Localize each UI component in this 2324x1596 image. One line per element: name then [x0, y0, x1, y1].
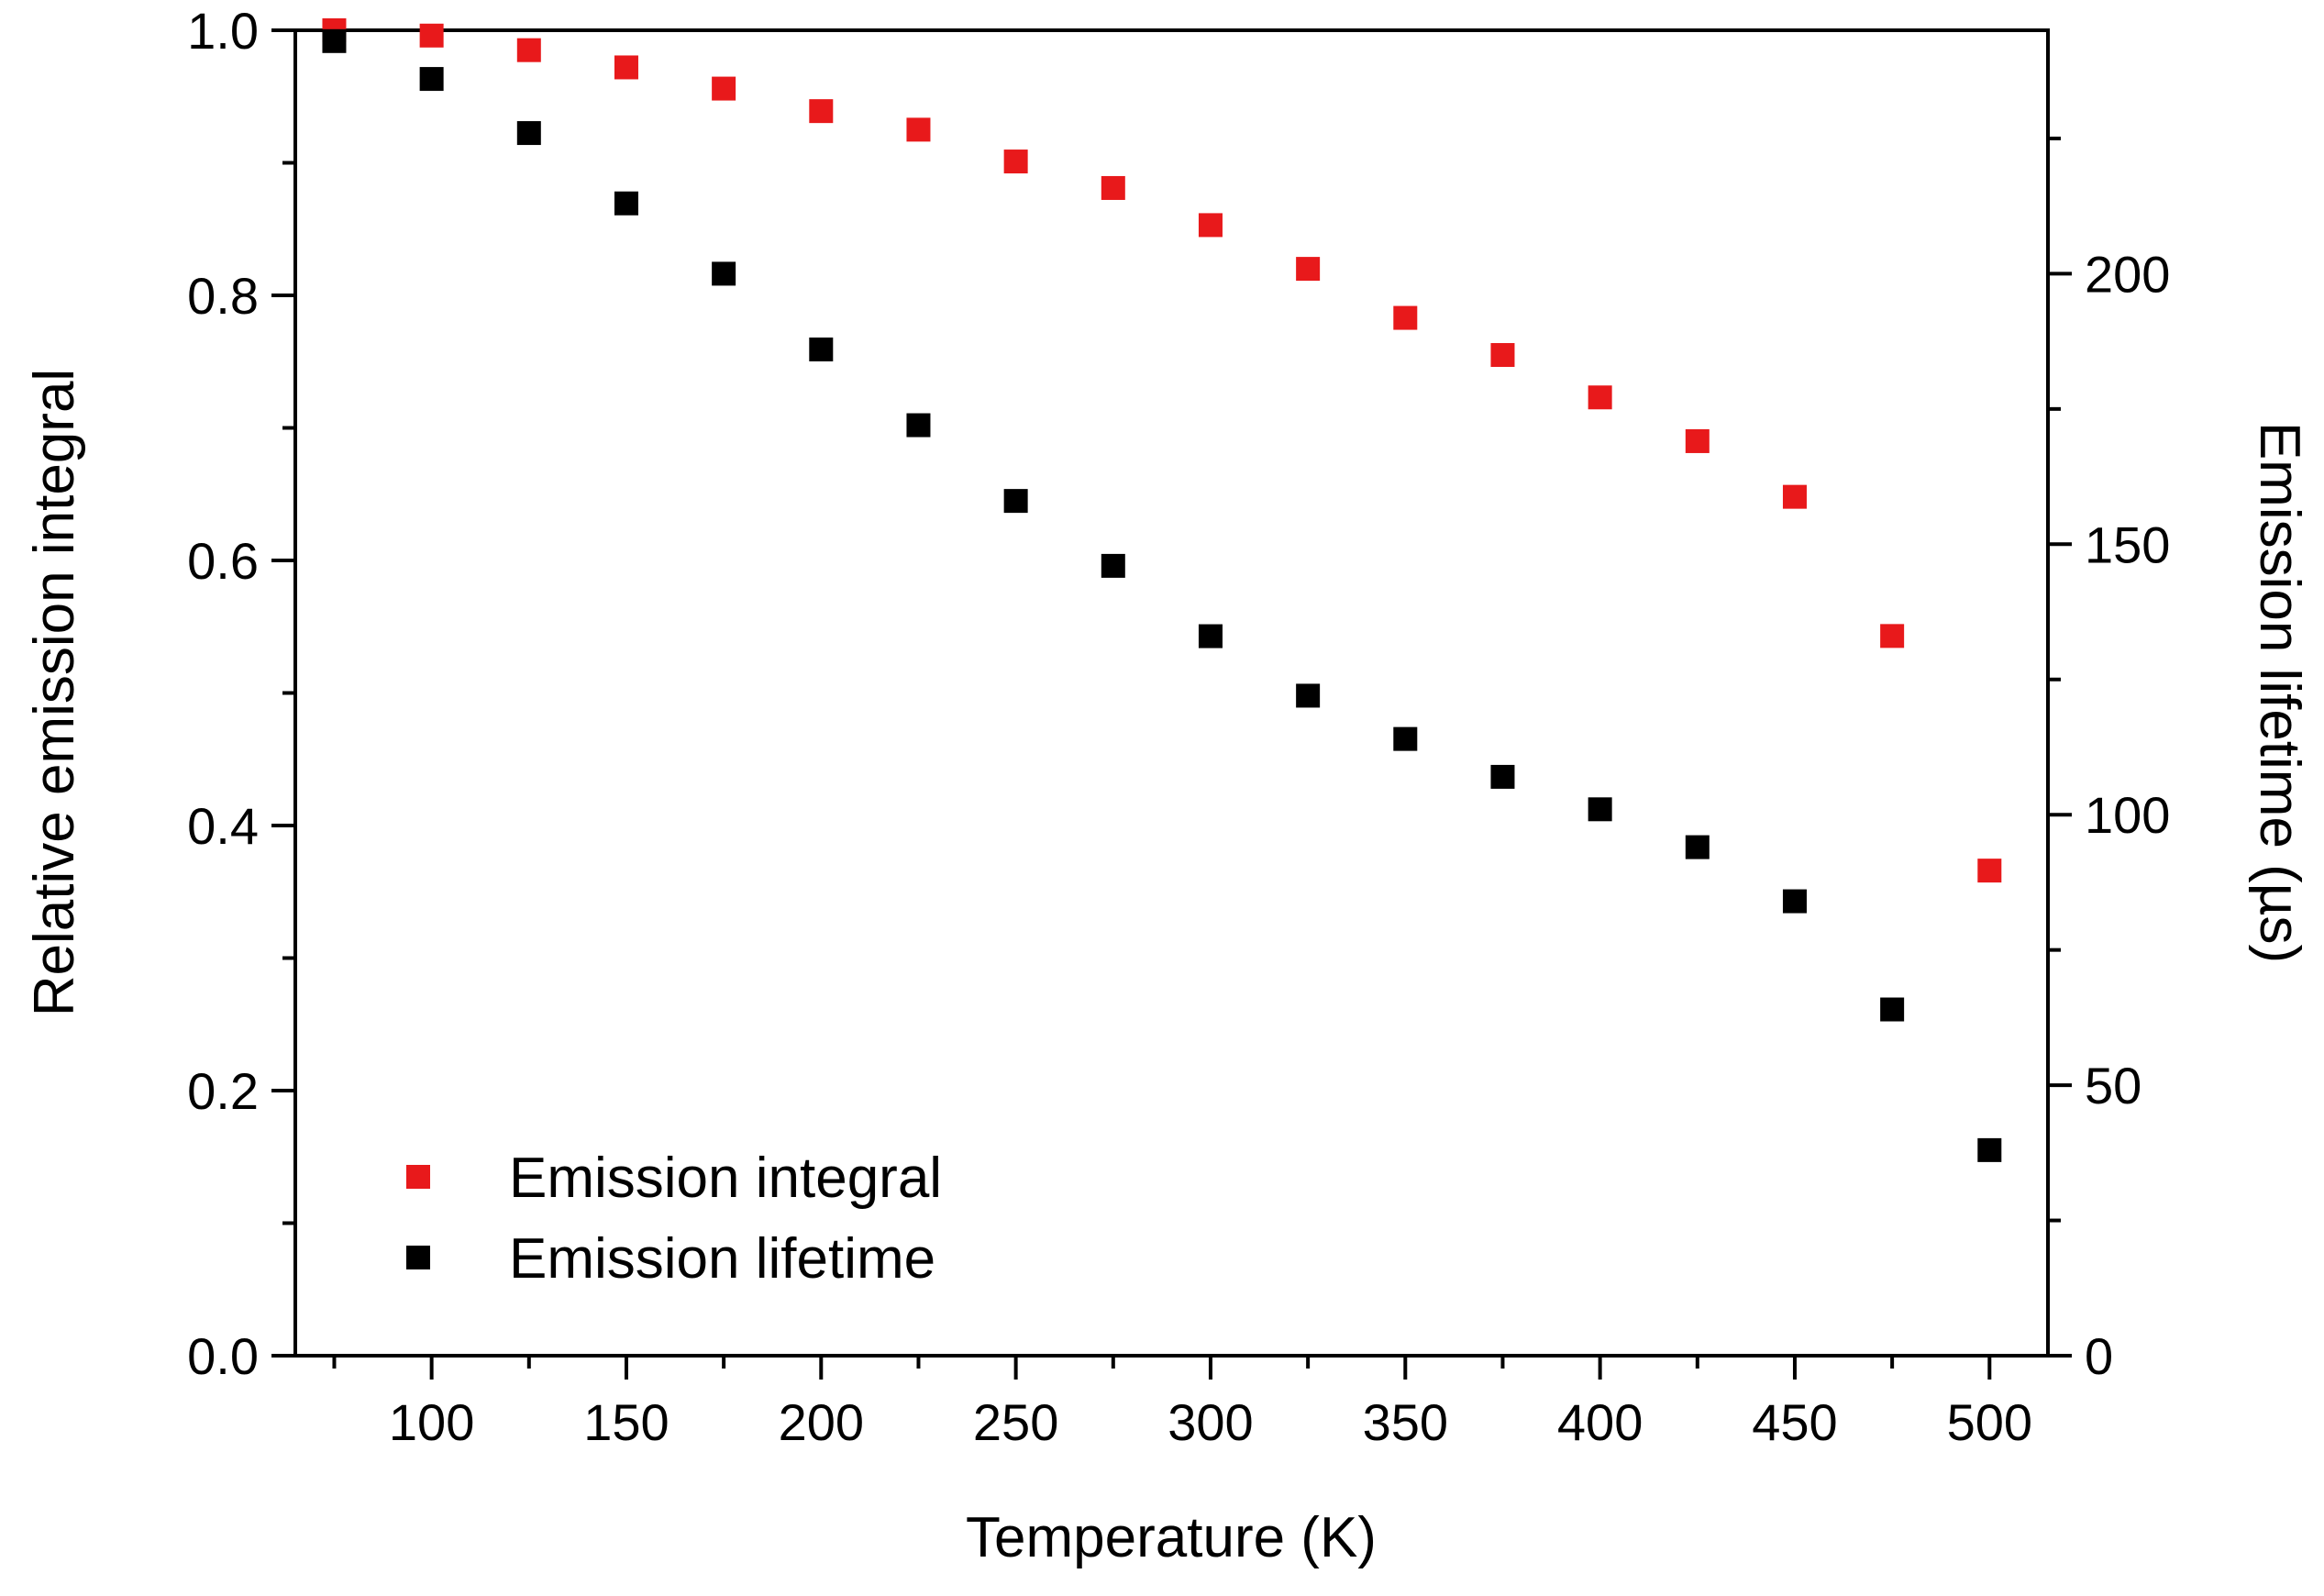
marker-emission-integral [1003, 150, 1028, 174]
marker-emission-lifetime [1296, 683, 1321, 708]
marker-emission-lifetime [712, 261, 736, 286]
marker-emission-lifetime [1880, 997, 1905, 1022]
marker-emission-integral [809, 99, 834, 124]
marker-emission-lifetime [1490, 764, 1515, 789]
marker-emission-lifetime [1003, 489, 1028, 514]
legend: Emission integral Emission lifetime [406, 1147, 942, 1291]
x-tick-label: 400 [1557, 1393, 1643, 1451]
legend-label-emission-lifetime: Emission lifetime [509, 1227, 935, 1291]
x-tick-label: 200 [779, 1393, 864, 1451]
y-left-tick-label: 0.2 [187, 1062, 259, 1120]
marker-emission-lifetime [1588, 797, 1612, 822]
marker-emission-lifetime [1685, 835, 1710, 859]
marker-emission-integral [1588, 385, 1612, 410]
x-tick-label: 250 [973, 1393, 1058, 1451]
marker-emission-integral [1782, 484, 1807, 509]
y-left-tick-label: 1.0 [187, 2, 259, 60]
marker-emission-integral [1490, 343, 1515, 368]
x-tick-label: 450 [1752, 1393, 1837, 1451]
y-left-tick-label: 0.0 [187, 1327, 259, 1385]
marker-emission-lifetime [419, 67, 444, 92]
marker-emission-lifetime [906, 413, 931, 438]
x-tick-label: 350 [1363, 1393, 1448, 1451]
y-left-tick-label: 0.6 [187, 532, 259, 590]
marker-emission-lifetime [1198, 624, 1223, 648]
marker-emission-integral [1198, 213, 1223, 238]
marker-emission-integral [906, 117, 931, 142]
axis-tick-labels: 100 150 200 250 300 350 400 450 5000.00.20.40.60… [187, 2, 2170, 1451]
marker-emission-integral [419, 23, 444, 48]
marker-emission-lifetime [614, 191, 638, 216]
marker-emission-lifetime [1977, 1137, 2002, 1162]
marker-emission-lifetime [1101, 553, 1125, 578]
y-right-tick-label: 0 [2085, 1327, 2113, 1385]
marker-emission-integral [712, 76, 736, 101]
marker-emission-lifetime [1782, 889, 1807, 914]
y-left-tick-label: 0.8 [187, 267, 259, 325]
marker-emission-integral [1685, 428, 1710, 453]
y-right-tick-label: 50 [2085, 1057, 2141, 1114]
marker-emission-lifetime [322, 28, 347, 53]
marker-emission-lifetime [1393, 726, 1418, 751]
x-tick-label: 150 [583, 1393, 669, 1451]
y-right-tick-label: 100 [2085, 786, 2170, 844]
marker-emission-integral [614, 55, 638, 80]
marker-emission-lifetime [516, 121, 541, 146]
legend-label-emission-integral: Emission integral [509, 1147, 942, 1210]
legend-marker-emission-lifetime [406, 1246, 430, 1269]
y-left-axis-title: Relative emission integral [23, 369, 86, 1016]
y-right-tick-label: 150 [2085, 515, 2170, 573]
marker-emission-integral [1101, 175, 1125, 200]
marker-emission-integral [516, 38, 541, 62]
data-markers [322, 18, 2002, 1162]
y-left-tick-label: 0.4 [187, 797, 259, 855]
marker-emission-lifetime [809, 337, 834, 361]
marker-emission-integral [1393, 305, 1418, 330]
legend-marker-emission-integral [406, 1165, 430, 1189]
y-right-tick-label: 200 [2085, 245, 2170, 303]
marker-emission-integral [1296, 257, 1321, 282]
x-tick-label: 500 [1947, 1393, 2032, 1451]
x-tick-label: 100 [389, 1393, 474, 1451]
marker-emission-integral [1880, 624, 1905, 648]
y-right-axis-title: Emission lifetime (µs) [2248, 422, 2311, 963]
marker-emission-integral [1977, 859, 2002, 883]
axis-ticks [271, 28, 2072, 1380]
x-tick-label: 300 [1168, 1393, 1253, 1451]
x-axis-title: Temperature (K) [966, 1506, 1377, 1569]
